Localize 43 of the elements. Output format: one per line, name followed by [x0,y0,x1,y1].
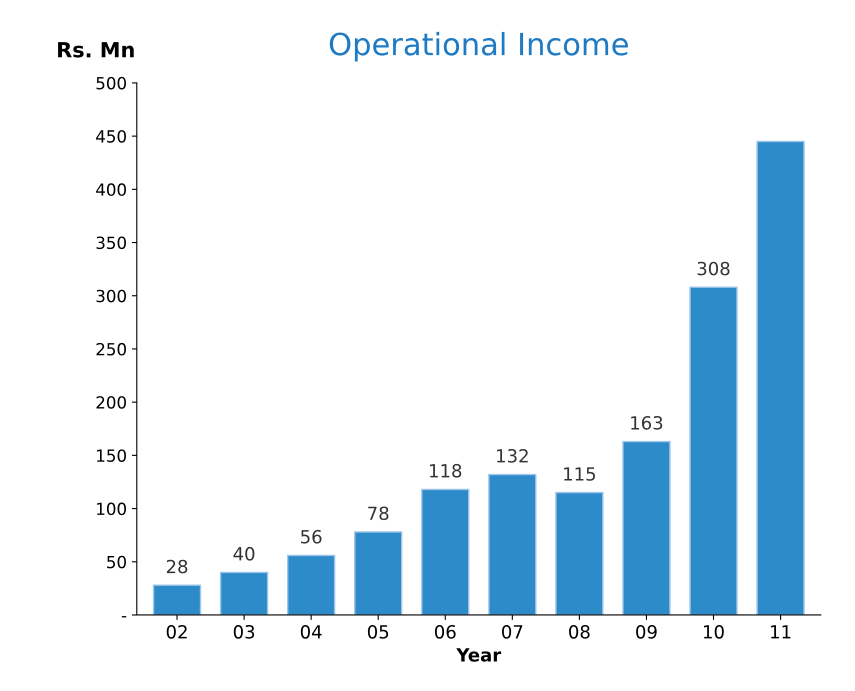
x-tick-label: 07 [502,625,522,639]
data-label: 115 [564,467,596,481]
data-label: 118 [430,464,462,478]
y-tick-label: 500 [96,76,126,90]
bar [756,140,805,615]
data-label: 28 [166,560,188,574]
bar [354,531,402,615]
y-tick-label: - [122,616,126,618]
chart-title: Operational Income [330,32,628,62]
x-tick-label: 09 [636,625,657,639]
bar [421,488,470,615]
data-label: 132 [497,449,528,463]
data-label: 56 [301,530,322,544]
bar [286,554,336,615]
data-label: 78 [368,506,388,520]
x-axis-title: Year [456,648,502,662]
y-tick-label: 50 [107,556,126,568]
x-tick-label: 04 [300,625,322,639]
x-tick-label: 08 [569,625,590,639]
y-tick-label: 250 [96,342,126,356]
y-tick-label: 150 [97,449,126,462]
data-label: 163 [631,416,662,430]
x-tick-label: 11 [771,625,790,638]
y-axis-title: Rs. Mn [58,42,134,58]
data-label: 40 [233,546,254,561]
x-tick-label: 05 [368,625,388,639]
y-tick-label: 300 [96,290,126,302]
y-tick-label: 350 [96,236,126,250]
bar [488,474,536,615]
bar [152,584,202,615]
bar [220,572,268,615]
bar [555,492,604,615]
x-tick-label: 06 [434,625,456,639]
y-tick-label: 450 [96,130,126,143]
y-tick-label: 100 [97,502,126,516]
x-tick-label: 02 [166,625,187,639]
y-tick-label: 200 [96,396,126,409]
y-tick-label: 400 [96,183,126,196]
x-tick-label: 10 [704,625,724,639]
data-label: 308 [698,262,730,276]
bar [622,440,671,615]
x-tick-label: 03 [234,625,254,639]
bar [689,286,738,615]
